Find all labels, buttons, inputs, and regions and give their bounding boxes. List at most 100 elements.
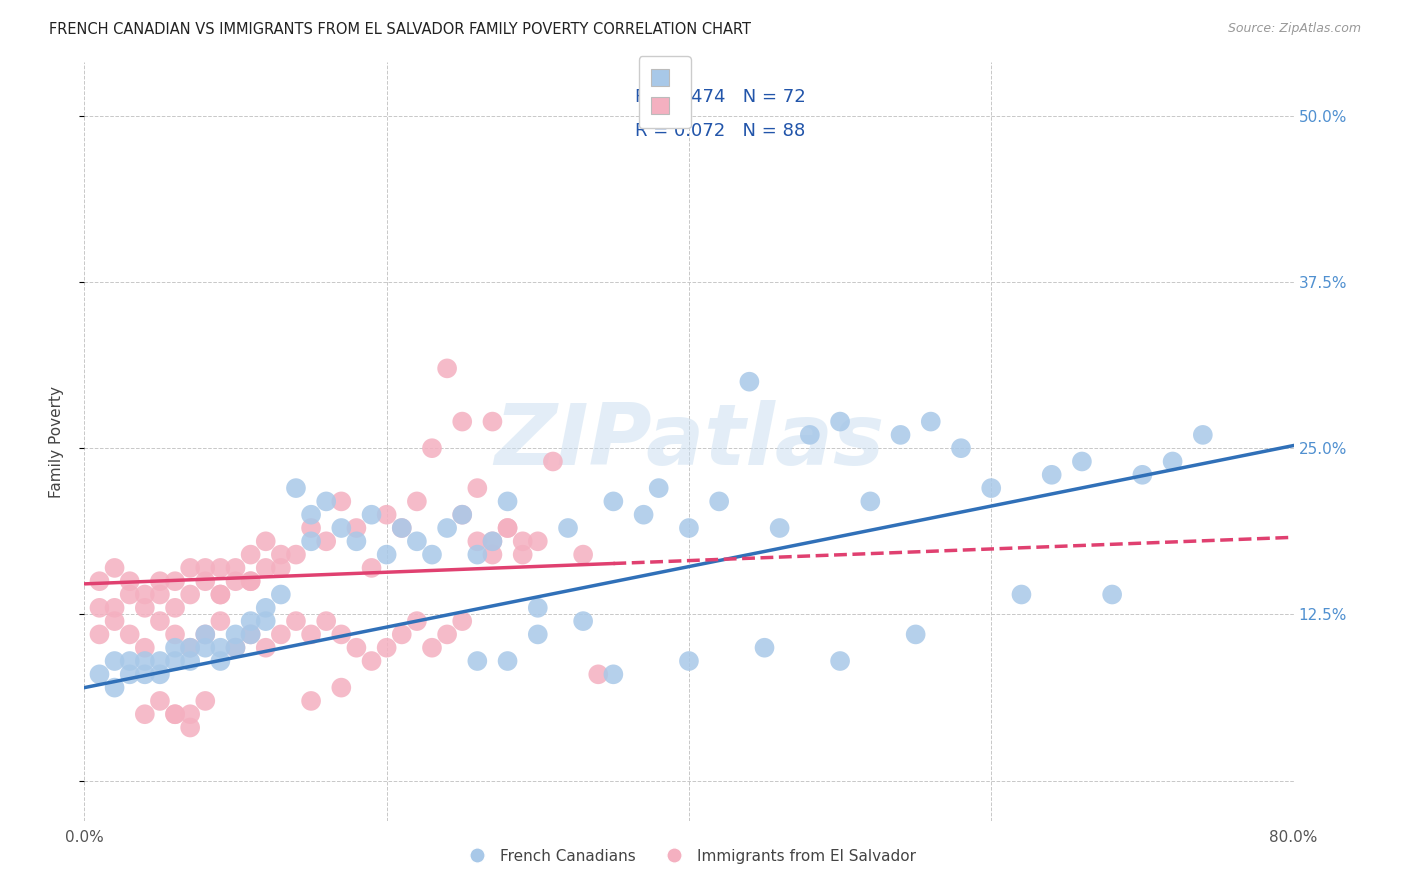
Point [179, 640, 201, 655]
Point [118, 627, 141, 641]
Point [149, 694, 172, 708]
Point [481, 415, 503, 429]
Point [118, 587, 141, 601]
Point [134, 600, 156, 615]
Point [254, 614, 277, 628]
Point [678, 521, 700, 535]
Point [239, 574, 262, 589]
Point [1011, 587, 1033, 601]
Point [1101, 587, 1123, 601]
Point [165, 640, 187, 655]
Point [165, 707, 187, 722]
Point [980, 481, 1002, 495]
Text: R = 0.474   N = 72: R = 0.474 N = 72 [634, 87, 806, 105]
Point [225, 561, 247, 575]
Point [89, 667, 111, 681]
Point [346, 521, 368, 535]
Point [799, 428, 821, 442]
Point [557, 521, 579, 535]
Point [165, 600, 187, 615]
Point [496, 494, 519, 508]
Point [406, 494, 429, 508]
Text: R = 0.072   N = 88: R = 0.072 N = 88 [634, 121, 804, 140]
Point [346, 640, 368, 655]
Point [648, 481, 671, 495]
Point [134, 654, 156, 668]
Point [149, 614, 172, 628]
Point [299, 521, 322, 535]
Point [194, 561, 217, 575]
Point [134, 667, 156, 681]
Point [436, 627, 458, 641]
Point [315, 494, 337, 508]
Point [496, 521, 519, 535]
Point [678, 654, 700, 668]
Point [391, 521, 413, 535]
Point [254, 561, 277, 575]
Point [179, 654, 201, 668]
Point [194, 627, 217, 641]
Point [406, 534, 429, 549]
Point [1071, 454, 1094, 468]
Point [209, 587, 232, 601]
Point [1040, 467, 1063, 482]
Point [225, 640, 247, 655]
Point [541, 454, 564, 468]
Point [104, 654, 127, 668]
Point [436, 521, 458, 535]
Point [451, 614, 474, 628]
Point [481, 534, 503, 549]
Point [285, 614, 308, 628]
Point [239, 627, 262, 641]
Point [209, 587, 232, 601]
Point [270, 561, 292, 575]
Point [859, 494, 882, 508]
Point [270, 548, 292, 562]
Point [436, 361, 458, 376]
Point [134, 707, 156, 722]
Point [239, 574, 262, 589]
Point [165, 707, 187, 722]
Point [330, 521, 353, 535]
Point [572, 614, 595, 628]
Point [950, 441, 973, 455]
Point [633, 508, 655, 522]
Point [194, 640, 217, 655]
Point [330, 494, 353, 508]
Point [346, 534, 368, 549]
Point [270, 627, 292, 641]
Point [239, 627, 262, 641]
Point [254, 640, 277, 655]
Point [165, 654, 187, 668]
Point [225, 574, 247, 589]
Y-axis label: Family Poverty: Family Poverty [49, 385, 63, 498]
Point [360, 508, 382, 522]
Point [299, 627, 322, 641]
Point [602, 667, 624, 681]
Point [179, 561, 201, 575]
Point [512, 534, 534, 549]
Point [738, 375, 761, 389]
Point [451, 415, 474, 429]
Point [254, 534, 277, 549]
Point [179, 721, 201, 735]
Point [89, 627, 111, 641]
Point [285, 481, 308, 495]
Point [360, 561, 382, 575]
Point [375, 508, 398, 522]
Point [149, 654, 172, 668]
Point [285, 548, 308, 562]
Point [754, 640, 776, 655]
Point [194, 627, 217, 641]
Point [149, 587, 172, 601]
Point [179, 587, 201, 601]
Point [602, 494, 624, 508]
Point [572, 548, 595, 562]
Point [904, 627, 927, 641]
Point [420, 640, 443, 655]
Point [254, 600, 277, 615]
Point [467, 654, 489, 668]
Point [165, 574, 187, 589]
Point [179, 707, 201, 722]
Point [330, 627, 353, 641]
